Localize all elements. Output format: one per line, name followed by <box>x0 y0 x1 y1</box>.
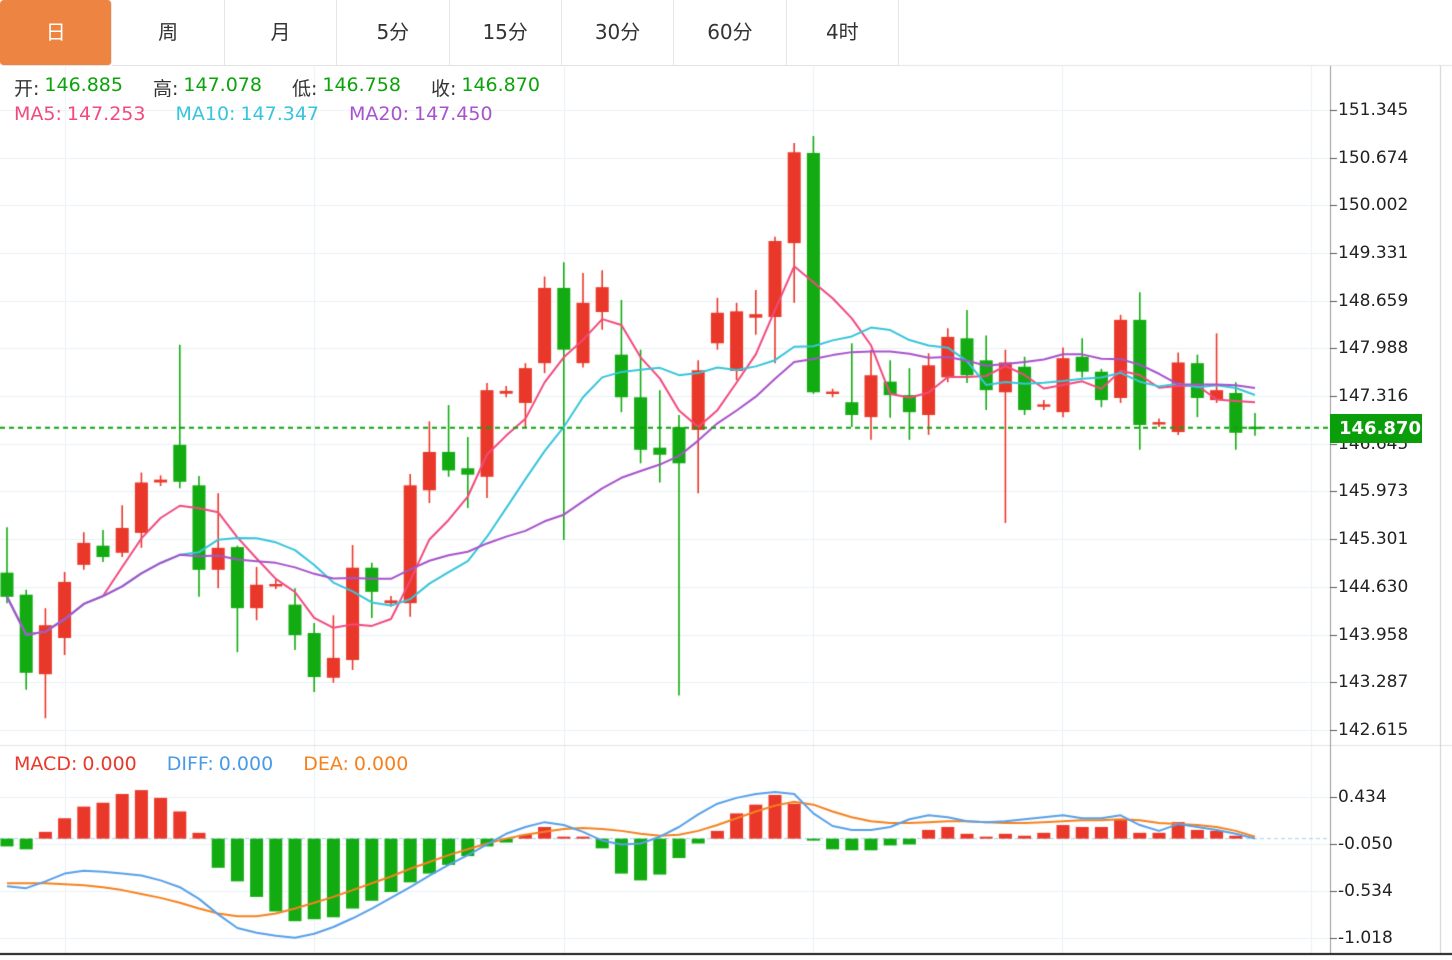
macd-tick-label: -0.050 <box>1338 833 1393 854</box>
tab-30min[interactable]: 30分 <box>561 0 675 66</box>
ohlc-high-value: 147.078 <box>183 74 262 96</box>
macd-label: MACD: <box>14 753 78 775</box>
price-tick-label: 150.674 <box>1338 147 1409 168</box>
dea-value: 0.000 <box>353 753 409 775</box>
ma-legend-row: MA5: 147.253 MA10: 147.347 MA20: 147.450 <box>14 103 493 125</box>
diff-legend: DIFF: 0.000 <box>167 753 273 775</box>
tab-month[interactable]: 月 <box>224 0 338 66</box>
ma5-value: 147.253 <box>66 103 146 125</box>
tab-4hour[interactable]: 4时 <box>786 0 899 66</box>
dea-legend: DEA: 0.000 <box>303 753 408 775</box>
tab-15min[interactable]: 15分 <box>449 0 562 66</box>
ma5-legend: MA5: 147.253 <box>14 103 145 125</box>
current-price-marker: 146.870 <box>1330 414 1422 443</box>
price-tick-label: 147.316 <box>1338 386 1409 407</box>
macd-legend-row: MACD: 0.000 DIFF: 0.000 DEA: 0.000 <box>14 753 408 775</box>
macd-tick-label: 0.434 <box>1338 786 1387 807</box>
tab-week[interactable]: 周 <box>112 0 225 66</box>
ma5-label: MA5: <box>14 103 62 125</box>
ohlc-high: 高: 147.078 <box>153 74 262 101</box>
dea-label: DEA: <box>303 753 349 775</box>
price-tick-label: 147.988 <box>1338 338 1409 359</box>
ohlc-high-label: 高: <box>152 78 179 100</box>
ohlc-low-value: 146.758 <box>322 74 401 96</box>
ohlc-row: 开: 146.885 高: 147.078 低: 146.758 收: 146.870 <box>14 74 540 101</box>
diff-value: 0.000 <box>218 753 274 775</box>
ma10-value: 147.347 <box>240 103 320 125</box>
ohlc-open-value: 146.885 <box>44 74 123 96</box>
price-tick-label: 145.301 <box>1338 529 1409 550</box>
price-tick-label: 149.331 <box>1338 243 1409 264</box>
price-tick-label: 148.659 <box>1338 290 1409 311</box>
tab-5min[interactable]: 5分 <box>337 0 450 66</box>
price-tick-label: 143.958 <box>1338 624 1409 645</box>
ma20-legend: MA20: 147.450 <box>349 103 493 125</box>
macd-tick-label: -1.018 <box>1338 927 1393 948</box>
tab-60min[interactable]: 60分 <box>674 0 787 66</box>
price-tick-label: 145.973 <box>1338 481 1409 502</box>
diff-label: DIFF: <box>166 753 214 775</box>
price-tick-label: 150.002 <box>1338 195 1409 216</box>
ma20-value: 147.450 <box>413 103 493 125</box>
ohlc-close-value: 146.870 <box>461 74 540 96</box>
tab-day[interactable]: 日 <box>0 0 113 66</box>
price-tick-label: 143.287 <box>1338 672 1409 693</box>
macd-tick-label: -0.534 <box>1338 880 1393 901</box>
ohlc-open: 开: 146.885 <box>14 74 123 101</box>
ma10-legend: MA10: 147.347 <box>175 103 319 125</box>
timeframe-tab-bar: 日 周 月 5分 15分 30分 60分 4时 <box>0 0 899 66</box>
price-tick-label: 142.615 <box>1338 719 1409 740</box>
ma10-label: MA10: <box>175 103 236 125</box>
ohlc-close: 收: 146.870 <box>431 74 540 101</box>
ohlc-low-label: 低: <box>291 78 318 100</box>
ma20-label: MA20: <box>349 103 409 125</box>
ohlc-close-label: 收: <box>430 78 457 100</box>
macd-legend: MACD: 0.000 <box>14 753 137 775</box>
ohlc-open-label: 开: <box>14 78 40 100</box>
price-tick-label: 144.630 <box>1338 576 1409 597</box>
macd-value: 0.000 <box>82 753 137 775</box>
ohlc-low: 低: 146.758 <box>292 74 401 101</box>
price-tick-label: 151.345 <box>1338 100 1409 120</box>
